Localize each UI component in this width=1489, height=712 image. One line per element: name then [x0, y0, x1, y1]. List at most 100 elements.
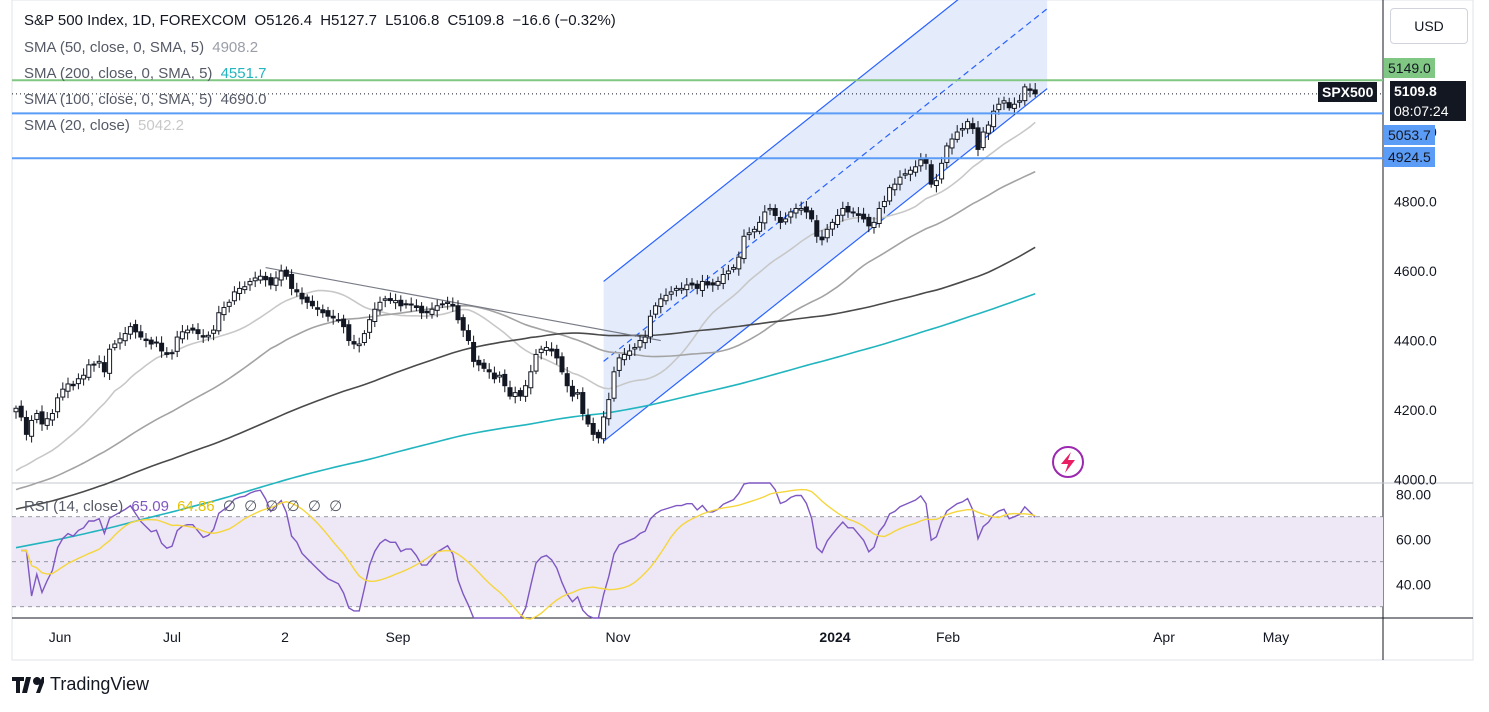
candle-body [304, 296, 310, 303]
candle-body [959, 128, 965, 131]
candle-body [148, 339, 154, 345]
candle-body [356, 343, 362, 347]
candle-body [205, 334, 211, 338]
plot-border [11, 0, 1474, 661]
horizontal-levels[interactable] [12, 79, 1383, 160]
downtrend-line[interactable] [265, 266, 661, 342]
candle-body [91, 363, 97, 366]
candle-body [803, 206, 809, 213]
candle-body [746, 232, 752, 236]
candle-body [1011, 103, 1017, 109]
time-tick-label: Apr [1153, 629, 1175, 645]
candle-body [751, 228, 757, 233]
rsi-lines [21, 482, 1036, 620]
channel-lower [603, 88, 1048, 442]
candle-body [65, 383, 71, 392]
candle-body [647, 315, 653, 338]
candle-body [991, 110, 997, 128]
sma100-line [15, 246, 1036, 510]
support2-price-tag[interactable]: 4924.5 [1384, 147, 1435, 167]
candle-body [569, 385, 575, 397]
candle-body [918, 159, 924, 167]
candle-body [471, 341, 477, 362]
currency-button[interactable]: USD [1390, 8, 1468, 44]
candle-body [585, 415, 591, 425]
tradingview-logo[interactable]: TradingView [12, 674, 149, 695]
candle-body [731, 267, 737, 270]
candle-body [320, 309, 326, 314]
candle-body [621, 353, 627, 361]
legend-sma50[interactable]: SMA (50, close, 0, SMA, 5) 4908.2 [24, 39, 262, 56]
candle-body [75, 378, 81, 385]
regression-channel[interactable] [603, 0, 1048, 442]
candle-body [413, 305, 419, 309]
candle-body [512, 392, 518, 397]
candle-body [190, 327, 196, 331]
candle-body [507, 387, 513, 397]
candle-body [637, 340, 643, 348]
sma50-label: SMA (50, close, 0, SMA, 5) [24, 39, 205, 56]
price-tick-label: 4200.0 [1394, 402, 1437, 418]
rsi-blank-4: ∅ [286, 498, 300, 515]
candle-body [710, 282, 716, 286]
candle-body [788, 211, 794, 218]
candle-body [299, 292, 305, 300]
rsi-tick-label: 60.00 [1396, 531, 1431, 547]
candle-body [465, 330, 471, 342]
candle-body [772, 208, 778, 216]
candle-body [658, 298, 664, 307]
legend-sma100[interactable]: SMA (100, close, 0, SMA, 5) 4690.0 [24, 91, 270, 108]
candle-body [866, 216, 872, 227]
legend-rsi[interactable]: RSI (14, close) 65.09 64.86 ∅ ∅ ∅ ∅ ∅ ∅ [24, 497, 346, 515]
candle-body [86, 364, 92, 378]
last-price-tag[interactable]: 5109.8 [1390, 81, 1466, 101]
resistance-price-tag[interactable]: 5149.0 [1384, 58, 1435, 78]
time-tick-label: 2 [281, 629, 289, 645]
candle-body [845, 205, 851, 213]
candle-body [341, 318, 347, 328]
candle-body [34, 413, 40, 420]
candle-body [153, 341, 159, 344]
candle-body [642, 336, 648, 344]
candle-body [538, 348, 544, 354]
rsi-blank-5: ∅ [307, 498, 321, 515]
candle-body [611, 371, 617, 399]
candle-body [762, 211, 768, 224]
candle-body [200, 335, 206, 338]
candle-body [133, 324, 139, 333]
candle-body [242, 286, 248, 291]
symbol-tag[interactable]: SPX500 [1318, 82, 1378, 102]
candle-body [361, 333, 367, 344]
candle-body [783, 218, 789, 223]
countdown-tag: 08:07:24 [1390, 101, 1466, 121]
channel-fill [603, 0, 1048, 442]
candle-body [814, 220, 820, 237]
support1-price-tag[interactable]: 5053.7 [1384, 125, 1435, 145]
time-axis[interactable]: Jun Jul 2 Sep Nov 2024 Feb Apr May [49, 629, 1290, 645]
candle-body [330, 315, 336, 319]
lightning-icon[interactable] [1052, 446, 1084, 478]
candle-body [252, 277, 258, 282]
rsi-blank-3: ∅ [265, 498, 279, 515]
legend-sma20[interactable]: SMA (20, close) 5042.2 [24, 117, 188, 134]
candle-body [127, 326, 133, 335]
rsi-blank-2: ∅ [244, 498, 258, 515]
candle-body [117, 338, 123, 344]
candle-body [112, 343, 118, 349]
candle-body [122, 333, 128, 342]
candle-body [55, 397, 61, 413]
candle-body [876, 207, 882, 224]
candle-body [278, 270, 284, 281]
candle-body [850, 211, 856, 214]
candle-body [39, 411, 45, 425]
time-tick-label: 2024 [819, 629, 850, 645]
candle-body [497, 374, 503, 378]
legend-sma200[interactable]: SMA (200, close, 0, SMA, 5) 4551.7 [24, 65, 270, 82]
candle-body [247, 280, 253, 286]
candle-body [793, 207, 799, 214]
candle-body [29, 419, 35, 437]
candle-body [939, 162, 945, 180]
candle-body [902, 173, 908, 176]
candle-body [429, 308, 435, 315]
